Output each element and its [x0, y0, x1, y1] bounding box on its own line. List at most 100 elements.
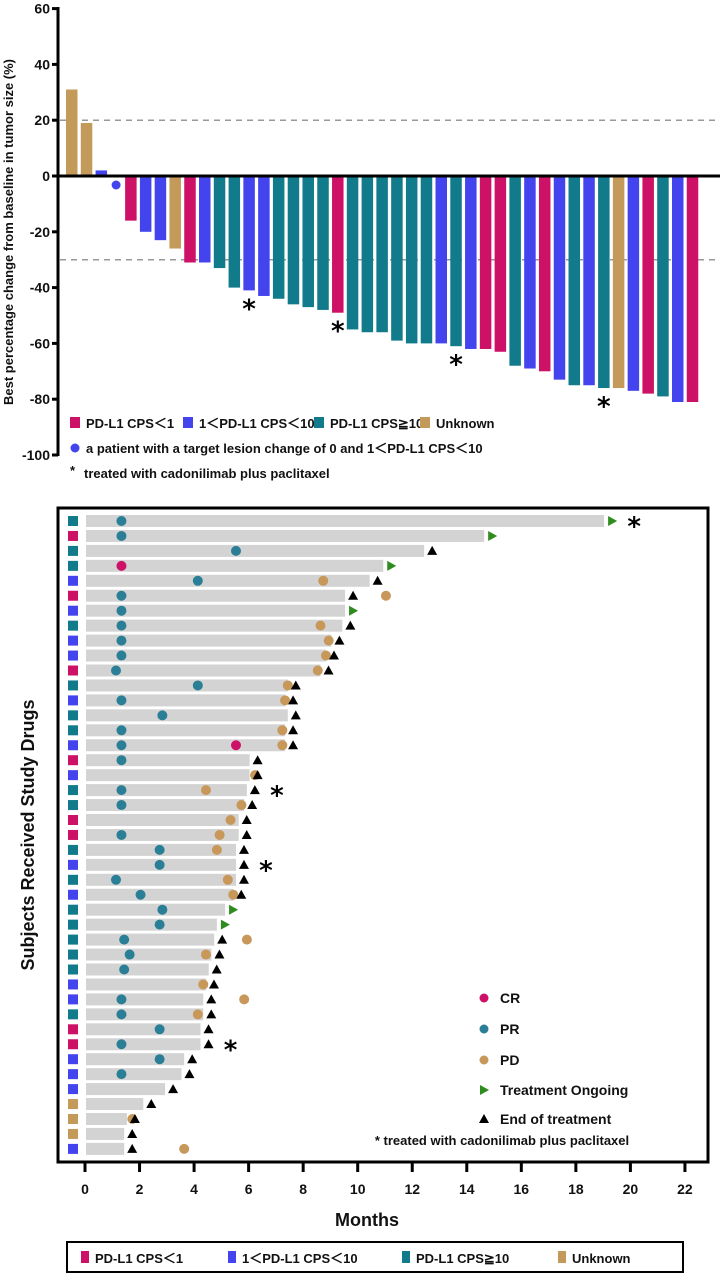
end-marker	[214, 949, 225, 959]
duration-bar	[86, 544, 425, 557]
waterfall-bar	[420, 176, 433, 344]
legend-label: 1＜PD-L1 CPS＜10	[242, 1251, 358, 1266]
group-marker	[68, 859, 78, 870]
star-marker: *	[259, 856, 273, 886]
pr-marker	[192, 575, 203, 586]
pd-marker	[200, 785, 211, 796]
pr-marker	[157, 904, 168, 915]
zero-change-dot	[111, 180, 121, 190]
waterfall-bar	[243, 176, 255, 291]
subject-row	[68, 1008, 217, 1021]
star-marker: *	[627, 512, 641, 542]
waterfall-bar	[627, 176, 640, 391]
duration-bar	[86, 1098, 144, 1111]
x-tick-label: 20	[623, 1181, 639, 1197]
pr-marker	[154, 919, 165, 930]
pd-marker	[315, 620, 326, 631]
end-marker	[252, 770, 263, 780]
legend-swatch	[183, 417, 193, 428]
pr-marker	[154, 1024, 165, 1035]
subject-row	[68, 978, 219, 991]
duration-bar	[86, 1127, 125, 1140]
legend-marker	[479, 993, 489, 1003]
group-marker	[68, 1024, 78, 1035]
pd-marker	[222, 874, 233, 885]
subject-row	[68, 604, 359, 617]
group-marker	[68, 695, 78, 706]
y-tick-label: -40	[30, 280, 50, 296]
swimmer-x-axis-label: Months	[335, 1210, 399, 1230]
end-marker	[290, 710, 301, 720]
legend-marker	[479, 1114, 489, 1123]
y-tick-label: -20	[30, 224, 50, 240]
end-marker	[211, 964, 222, 974]
duration-bar	[86, 1068, 182, 1081]
duration-bar	[86, 948, 212, 961]
x-tick-label: 6	[245, 1181, 253, 1197]
subject-row	[68, 1023, 214, 1036]
waterfall-bar	[553, 176, 566, 380]
duration-bar	[86, 664, 321, 677]
legend-label: PR	[500, 1021, 519, 1037]
duration-bar	[86, 873, 236, 886]
pr-marker	[116, 725, 127, 736]
subject-row	[68, 739, 299, 752]
y-tick-label: 0	[42, 168, 50, 184]
waterfall-bar	[184, 176, 196, 263]
group-marker	[68, 590, 78, 601]
group-marker	[68, 725, 78, 736]
end-marker	[288, 695, 299, 705]
swimmer-group-legend: PD-L1 CPS＜1 1＜PD-L1 CPS＜10 PD-L1 CPS≧10 Unk…	[81, 1251, 631, 1266]
subject-row	[68, 754, 263, 767]
group-marker	[68, 785, 78, 796]
subject-row: *	[68, 512, 641, 542]
end-marker	[203, 1024, 214, 1034]
subject-row	[68, 709, 301, 722]
pr-marker	[119, 934, 130, 945]
duration-bar	[86, 709, 288, 722]
ongoing-marker	[608, 516, 618, 526]
duration-bar	[86, 1038, 201, 1051]
pr-marker	[116, 994, 127, 1005]
duration-bar	[86, 993, 204, 1006]
group-marker	[68, 1084, 78, 1095]
subject-row	[68, 814, 252, 826]
pd-marker	[241, 934, 252, 945]
legend-marker	[480, 1085, 489, 1095]
waterfall-legend: PD-L1 CPS＜1 1＜PD-L1 CPS＜10 PD-L1 CPS≧10 Unk…	[70, 416, 495, 481]
waterfall-bar	[199, 176, 211, 263]
pr-marker	[116, 829, 127, 840]
legend-label: PD-L1 CPS＜1	[86, 416, 174, 431]
pr-marker	[116, 590, 127, 601]
pr-marker	[116, 516, 127, 526]
pr-marker	[116, 800, 127, 811]
legend-swatch	[81, 1251, 89, 1263]
end-marker	[288, 725, 299, 735]
x-tick-label: 4	[190, 1181, 198, 1197]
pr-marker	[116, 1009, 127, 1020]
legend-label: PD-L1 CPS≧10	[330, 416, 423, 431]
subject-row	[68, 694, 299, 707]
pd-marker	[320, 650, 331, 661]
subject-row	[68, 933, 252, 946]
waterfall-y-axis-label: Best percentage change from baseline in …	[1, 59, 16, 405]
waterfall-bar	[125, 176, 137, 221]
end-marker	[238, 874, 249, 884]
duration-bar	[86, 888, 234, 901]
x-tick-label: 2	[136, 1181, 144, 1197]
group-marker	[68, 1114, 78, 1124]
waterfall-bar	[465, 176, 477, 349]
pd-marker	[312, 665, 323, 676]
subject-row	[68, 619, 356, 632]
ongoing-marker	[229, 904, 239, 915]
subject-row	[68, 903, 239, 916]
end-marker	[129, 1114, 140, 1123]
pd-marker	[192, 1009, 203, 1020]
legend-marker	[479, 1055, 489, 1065]
subject-row	[68, 828, 252, 841]
group-marker	[68, 635, 78, 646]
group-marker	[68, 1143, 78, 1154]
waterfall-bar	[657, 176, 669, 397]
pd-marker	[380, 590, 391, 601]
waterfall-bar	[568, 176, 581, 386]
